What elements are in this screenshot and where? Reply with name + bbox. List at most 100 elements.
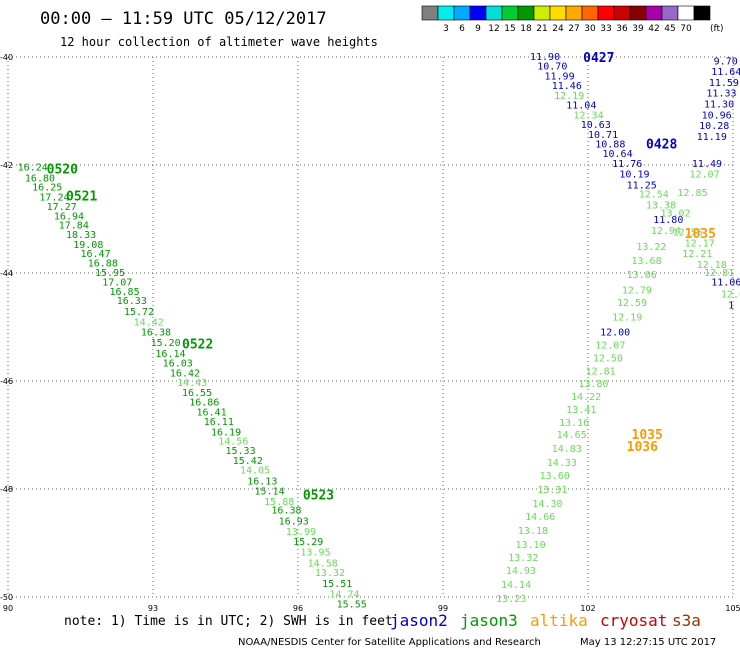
- wave-height-label: 10.71: [588, 130, 618, 141]
- wave-height-label: 10.28: [699, 121, 729, 132]
- wave-height-label: 16.41: [197, 407, 227, 418]
- wave-height-label: 12.17: [685, 238, 715, 249]
- colorbar-swatch: [581, 5, 599, 21]
- wave-height-label: 12.56: [673, 228, 703, 239]
- wave-height-label: 13.41: [566, 405, 596, 416]
- wave-height-label: 16.88: [88, 258, 118, 269]
- wave-height-label: 16.55: [182, 388, 212, 399]
- wave-height-label: 12.81: [704, 268, 734, 279]
- x-tick-label: 102: [580, 604, 595, 613]
- x-tick-label: 96: [293, 604, 303, 613]
- y-tick-label: -48: [0, 485, 13, 494]
- wave-height-label: 13.38: [646, 201, 676, 212]
- colorbar-label: 33: [600, 24, 611, 34]
- wave-height-label: 11.49: [692, 159, 722, 170]
- wave-height-label: 13.02: [661, 209, 691, 220]
- wave-height-label: 14.43: [177, 378, 207, 389]
- note-text: note: 1) Time is in UTC; 2) SWH is in fe…: [64, 614, 393, 629]
- wave-height-label: 14.83: [552, 444, 582, 455]
- wave-height-label: 12.18: [697, 260, 727, 271]
- colorbar-label: 42: [648, 24, 659, 34]
- wave-height-label: 19.08: [73, 240, 103, 251]
- wave-height-label: 16.94: [54, 211, 84, 222]
- wave-height-label: 15.42: [233, 456, 263, 467]
- wave-height-label: 17.24: [39, 192, 69, 203]
- wave-height-label: 16.80: [25, 174, 55, 185]
- wave-height-label: 16.47: [81, 249, 111, 260]
- wave-height-label: 11.80: [653, 215, 683, 226]
- wave-height-label: 16.85: [110, 287, 140, 298]
- colorbar-swatch: [661, 5, 679, 21]
- colorbar-label: 30: [584, 24, 596, 34]
- pass-time-label: 0428: [646, 137, 677, 152]
- wave-height-label: 14.93: [506, 566, 536, 577]
- tick-labels: 90 93 96 99 102 105 -40 -42 -44 -46 -48 -50: [0, 53, 740, 613]
- y-tick-label: -40: [0, 53, 13, 62]
- wave-height-label: 14.74: [329, 589, 359, 600]
- wave-height-label: 16.03: [163, 359, 193, 370]
- x-tick-label: 105: [725, 604, 740, 613]
- wave-height-label: 15.88: [264, 497, 294, 508]
- pass-time-label: 1036: [627, 440, 658, 455]
- legend-cryosat: cryosat: [600, 611, 667, 630]
- data-points: 16.2416.8016.2517.2417.2716.9417.8418.33…: [18, 52, 740, 611]
- footer-credit: NOAA/NESDIS Center for Satellite Applica…: [238, 637, 541, 648]
- wave-height-label: 12.85: [677, 188, 707, 199]
- wave-height-label: 12.19: [612, 312, 642, 323]
- colorbar-swatch: [437, 5, 455, 21]
- wave-height-label: 10.96: [702, 110, 732, 121]
- wave-height-label: 11.33: [706, 89, 736, 100]
- wave-height-label: 17.07: [102, 278, 132, 289]
- colorbar-swatch: [565, 5, 583, 21]
- pass-time-label: 0520: [47, 162, 78, 177]
- pass-time-label: 0427: [583, 51, 614, 66]
- wave-height-label: 13.99: [286, 527, 316, 538]
- colorbar-swatch: [645, 5, 663, 21]
- wave-height-label: 16.33: [117, 296, 147, 307]
- colorbar-label: 3: [443, 24, 449, 34]
- wave-height-label: 10.64: [603, 149, 633, 160]
- wave-height-label: 14.14: [501, 580, 531, 591]
- wave-height-label: 12.59: [617, 298, 647, 309]
- grid: [7, 56, 734, 598]
- colorbar-swatch: [533, 5, 551, 21]
- wave-height-label: 12.54: [639, 190, 669, 201]
- wave-height-label: 13.22: [636, 242, 666, 253]
- wave-height-label: 14.56: [218, 436, 248, 447]
- wave-height-label: 13.16: [559, 418, 589, 429]
- wave-height-label: 13.31: [537, 485, 567, 496]
- legend-altika: altika: [530, 611, 588, 630]
- wave-height-label: 13.32: [315, 568, 345, 579]
- wave-height-label: 14.42: [134, 318, 164, 329]
- wave-height-label: 11.59: [709, 78, 739, 89]
- colorbar-label: 39: [632, 24, 644, 34]
- wave-height-label: 16.42: [170, 368, 200, 379]
- wave-height-label: 16.86: [189, 398, 219, 409]
- wave-height-label: 15.55: [337, 600, 367, 611]
- wave-height-label: 12.19: [554, 91, 584, 102]
- y-tick-label: -50: [0, 593, 13, 602]
- wave-height-label: 14.05: [240, 466, 270, 477]
- colorbar-label: 70: [680, 24, 692, 34]
- wave-height-label: 13.23: [496, 594, 526, 605]
- wave-height-label: 13.95: [300, 548, 330, 559]
- colorbar-label: 18: [520, 24, 532, 34]
- y-tick-label: -46: [0, 377, 13, 386]
- wave-height-label: 13.68: [632, 256, 662, 267]
- wave-height-label: 13.60: [540, 471, 570, 482]
- chart-subtitle: 12 hour collection of altimeter wave hei…: [60, 35, 378, 49]
- wave-height-label: 12.00: [600, 327, 630, 338]
- y-tick-label: -42: [0, 161, 13, 170]
- wave-height-label: 14.22: [571, 392, 601, 403]
- wave-height-label: 11.76: [612, 159, 642, 170]
- wave-height-label: 15.51: [322, 579, 352, 590]
- wave-height-label: 16.14: [155, 349, 185, 360]
- pass-time-label: 0521: [66, 189, 97, 204]
- wave-height-label: 14.33: [547, 458, 577, 469]
- colorbar-swatch: [549, 5, 567, 21]
- wave-height-label: 12.94: [651, 226, 681, 237]
- wave-height-label: 12.0: [721, 290, 740, 301]
- wave-height-label: 18.33: [66, 230, 96, 241]
- wave-height-label: 12.50: [593, 353, 623, 364]
